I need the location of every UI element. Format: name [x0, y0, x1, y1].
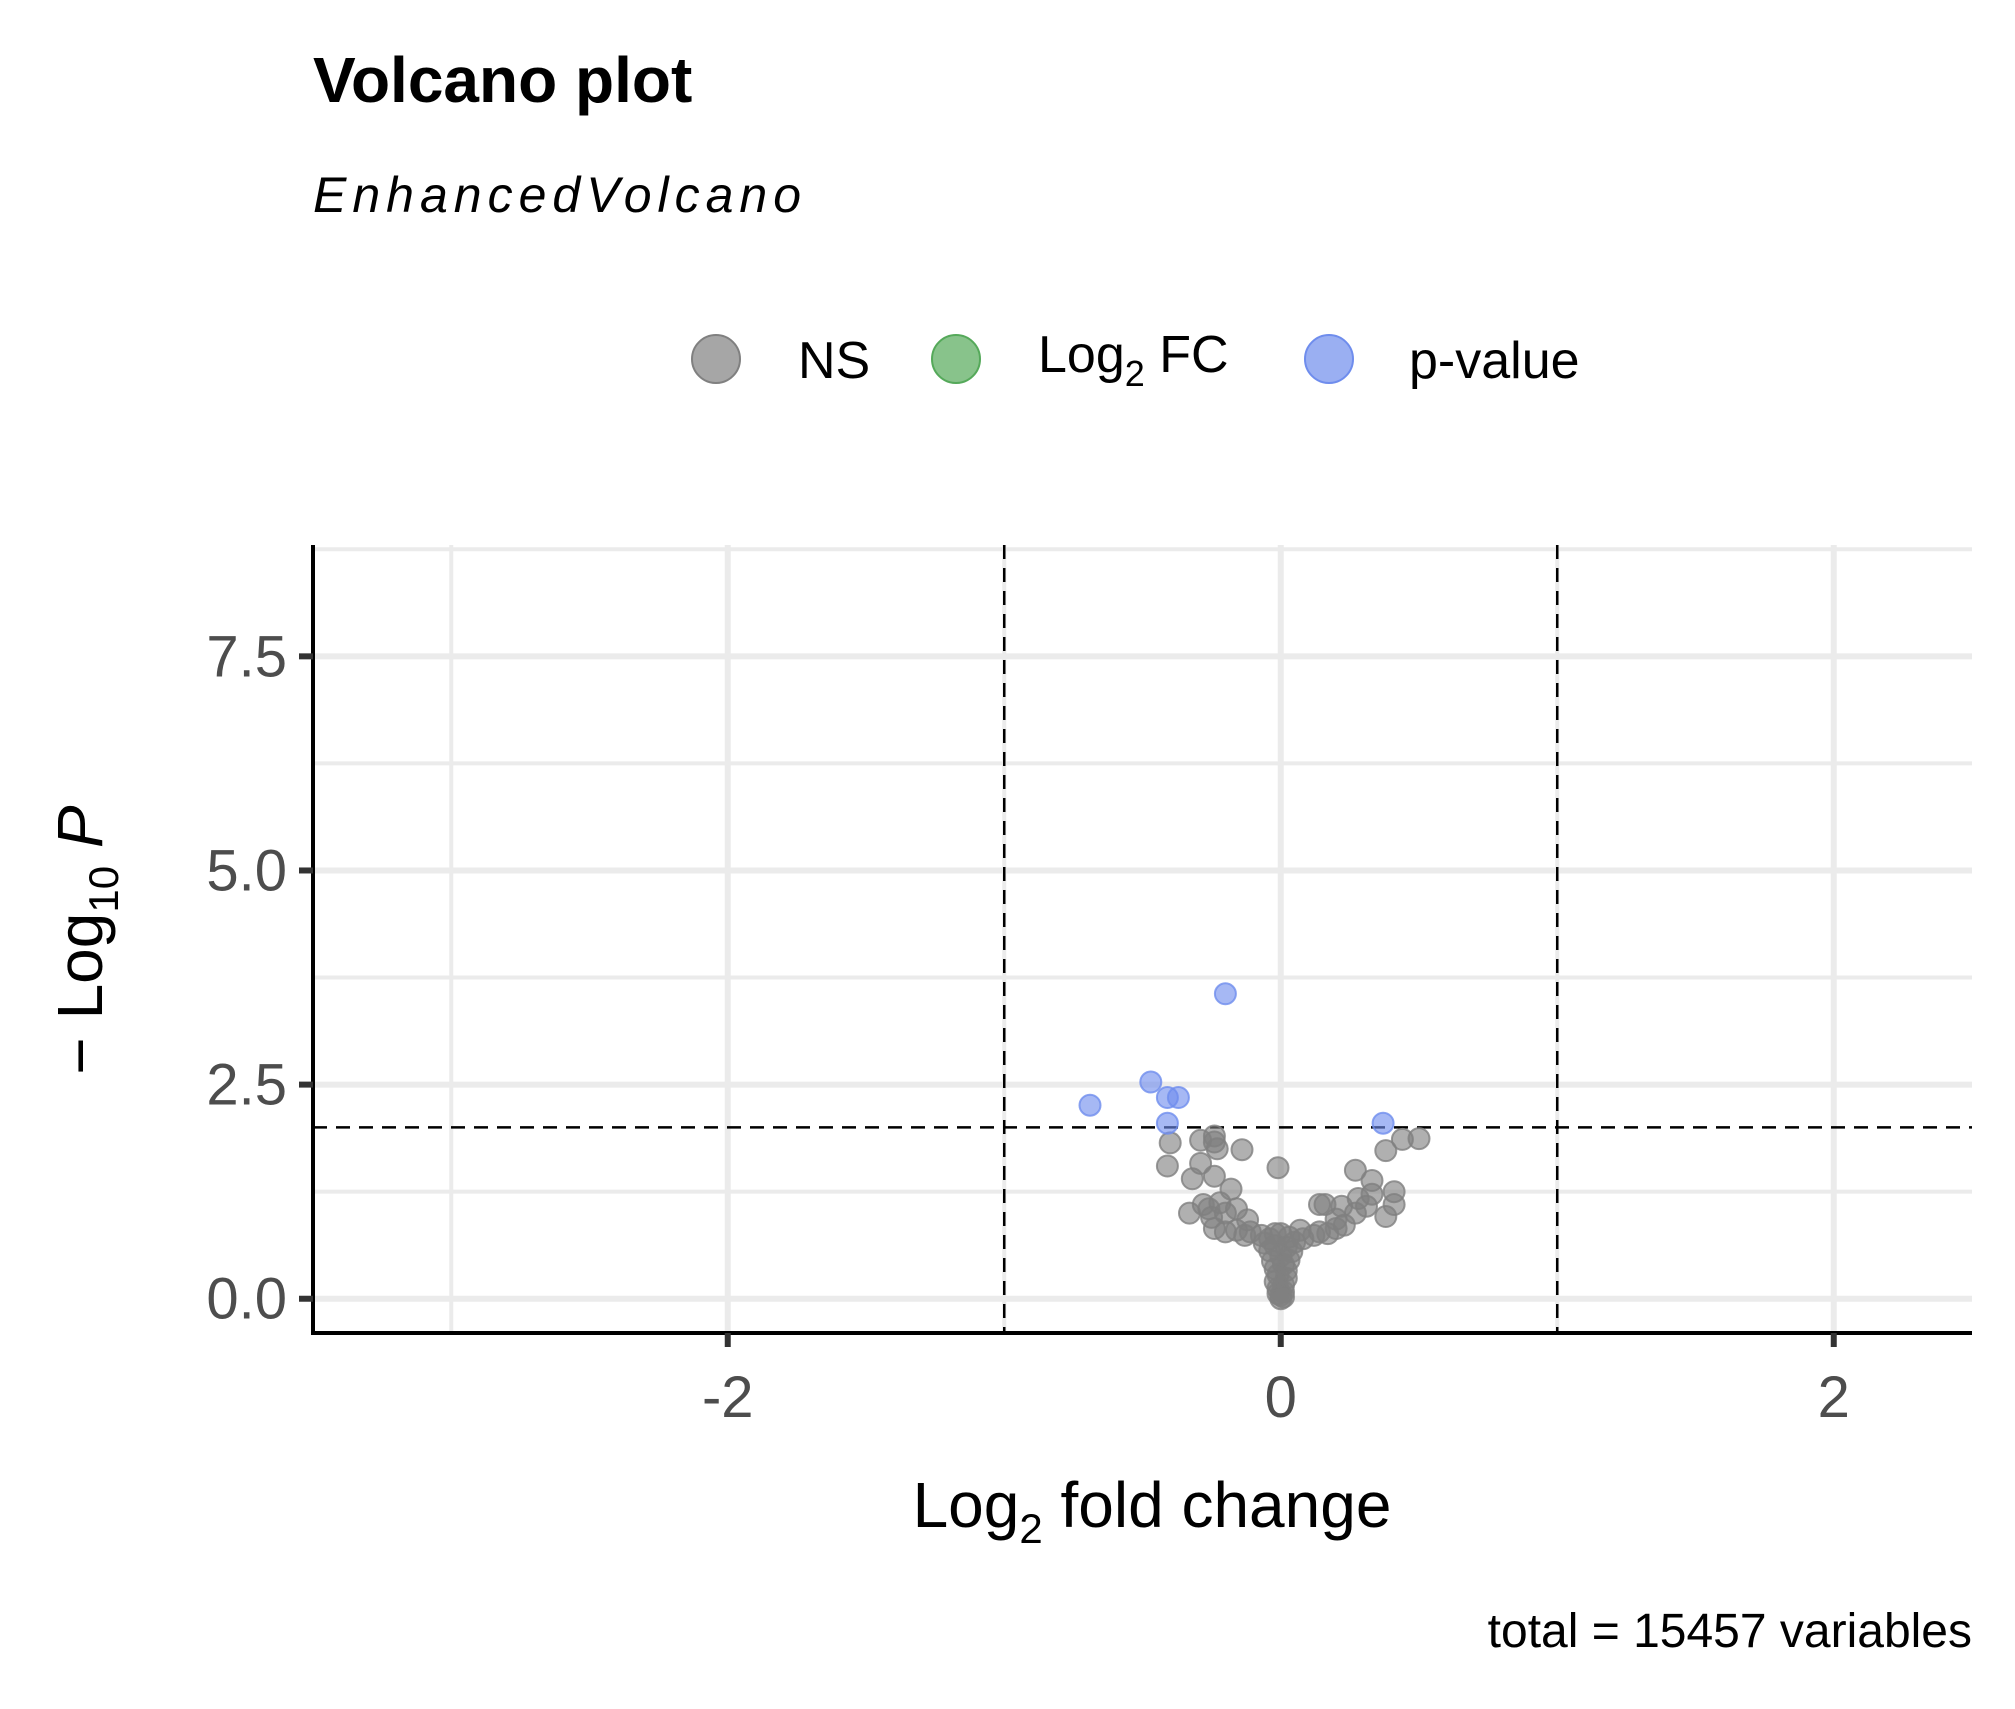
point-ns: [1308, 1193, 1331, 1216]
point-ns: [1155, 1154, 1179, 1178]
point-ns: [1266, 1156, 1290, 1180]
caption: total = 15457 variables: [1488, 1605, 1972, 1658]
point-ns: [1230, 1138, 1254, 1162]
chart-title: Volcano plot: [313, 44, 692, 116]
chart-subtitle: EnhancedVolcano: [313, 167, 807, 223]
legend-key: [1304, 334, 1354, 384]
point-ns: [1180, 1167, 1204, 1191]
cutoff-lines: [313, 545, 1972, 1333]
legend-key: [931, 334, 981, 384]
x-axis-label: Log2 fold change: [913, 1469, 1392, 1552]
y-tick-label: 7.5: [206, 624, 287, 689]
point-p-value: [1166, 1086, 1190, 1109]
point-p-value: [1213, 982, 1237, 1006]
point-ns: [1343, 1158, 1367, 1182]
legend-label: p-value: [1409, 332, 1580, 390]
point-ns: [1202, 1164, 1226, 1188]
legend-label: NS: [798, 332, 870, 390]
point-ns: [1233, 1223, 1257, 1247]
point-p-value: [1078, 1093, 1102, 1117]
y-axis-ticks: 0.0 2.5 5.0 7.5: [206, 624, 313, 1332]
point-ns: [1407, 1127, 1431, 1151]
point-ns: [1205, 1137, 1229, 1161]
legend: NS Log2 FC p-value: [691, 326, 1580, 394]
x-tick-label: -2: [702, 1365, 754, 1430]
point-ns: [1374, 1205, 1398, 1228]
y-tick-label: 5.0: [206, 838, 287, 903]
y-tick-label: 2.5: [206, 1053, 287, 1118]
point-p-value: [1139, 1070, 1163, 1094]
point-p-value: [1155, 1111, 1179, 1135]
point-ns: [1272, 1285, 1295, 1309]
legend-key: [691, 334, 741, 384]
point-ns: [1158, 1131, 1182, 1155]
axes: [311, 545, 1972, 1335]
point-p-value: [1371, 1111, 1395, 1135]
data-points: [1078, 982, 1431, 1311]
x-tick-label: 2: [1818, 1365, 1850, 1430]
grid: [313, 545, 1972, 1333]
x-axis-ticks: -2 0 2: [702, 1333, 1850, 1430]
y-tick-label: 0.0: [206, 1267, 287, 1332]
x-tick-label: 0: [1265, 1365, 1297, 1430]
y-axis-label: − Log10 P: [44, 805, 127, 1074]
legend-label: Log2 FC: [1038, 326, 1229, 394]
point-ns: [1374, 1139, 1398, 1163]
